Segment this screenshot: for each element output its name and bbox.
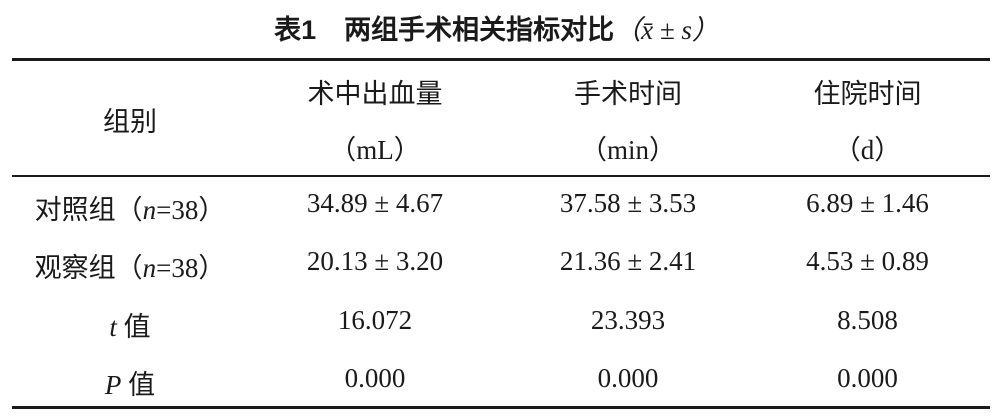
- table-cell: 4.53 ± 0.89: [806, 246, 929, 276]
- table-cell: 23.393: [590, 305, 666, 335]
- table-caption: 两组手术相关指标对比: [344, 15, 615, 45]
- header-col-unit: （d）: [833, 135, 902, 165]
- table-stat: （x̄ ± s）: [614, 15, 719, 45]
- row-label: 对照组（n=38）: [12, 188, 248, 227]
- table-cell: 37.58 ± 3.53: [559, 188, 697, 218]
- row-label-pre: 观察组（: [34, 253, 143, 283]
- header-col-name: 手术时间: [574, 79, 682, 109]
- row-label-symbol: t: [109, 312, 117, 342]
- row-label-symbol: n: [142, 195, 157, 225]
- table-cell: 16.072: [337, 305, 413, 335]
- row-label-post: 值: [121, 370, 156, 400]
- row-label-post: =38）: [156, 195, 226, 225]
- table-number: 表1: [274, 15, 317, 45]
- row-label: t 值: [12, 305, 248, 344]
- table-cell: 0.000: [837, 363, 898, 393]
- header-rule: [12, 175, 990, 177]
- row-label-post: 值: [116, 312, 151, 342]
- table-cell: 21.36 ± 2.41: [559, 246, 697, 276]
- header-col-unit: （mL）: [329, 135, 421, 165]
- bottom-rule: [12, 406, 990, 409]
- top-rule: [12, 58, 990, 61]
- table-cell: 0.000: [597, 363, 659, 393]
- table-title: 表1 两组手术相关指标对比（x̄ ± s）: [0, 8, 993, 47]
- row-label-pre: 对照组（: [34, 195, 143, 225]
- row-label-symbol: P: [104, 370, 122, 400]
- table-cell: 0.000: [344, 363, 406, 393]
- table-cell: 34.89 ± 4.67: [306, 188, 444, 218]
- row-label-symbol: n: [142, 253, 157, 283]
- table-cell: 20.13 ± 3.20: [306, 246, 444, 276]
- row-label-post: =38）: [156, 253, 226, 283]
- table-cell: 6.89 ± 1.46: [806, 188, 929, 218]
- header-group: 组别: [103, 107, 157, 137]
- table-cell: 8.508: [837, 305, 898, 335]
- header-col-name: 住院时间: [813, 79, 922, 109]
- header-col-name: 术中出血量: [307, 79, 443, 109]
- header-col-unit: （min）: [579, 135, 676, 165]
- row-label: 观察组（n=38）: [12, 246, 248, 285]
- row-label: P 值: [12, 363, 248, 402]
